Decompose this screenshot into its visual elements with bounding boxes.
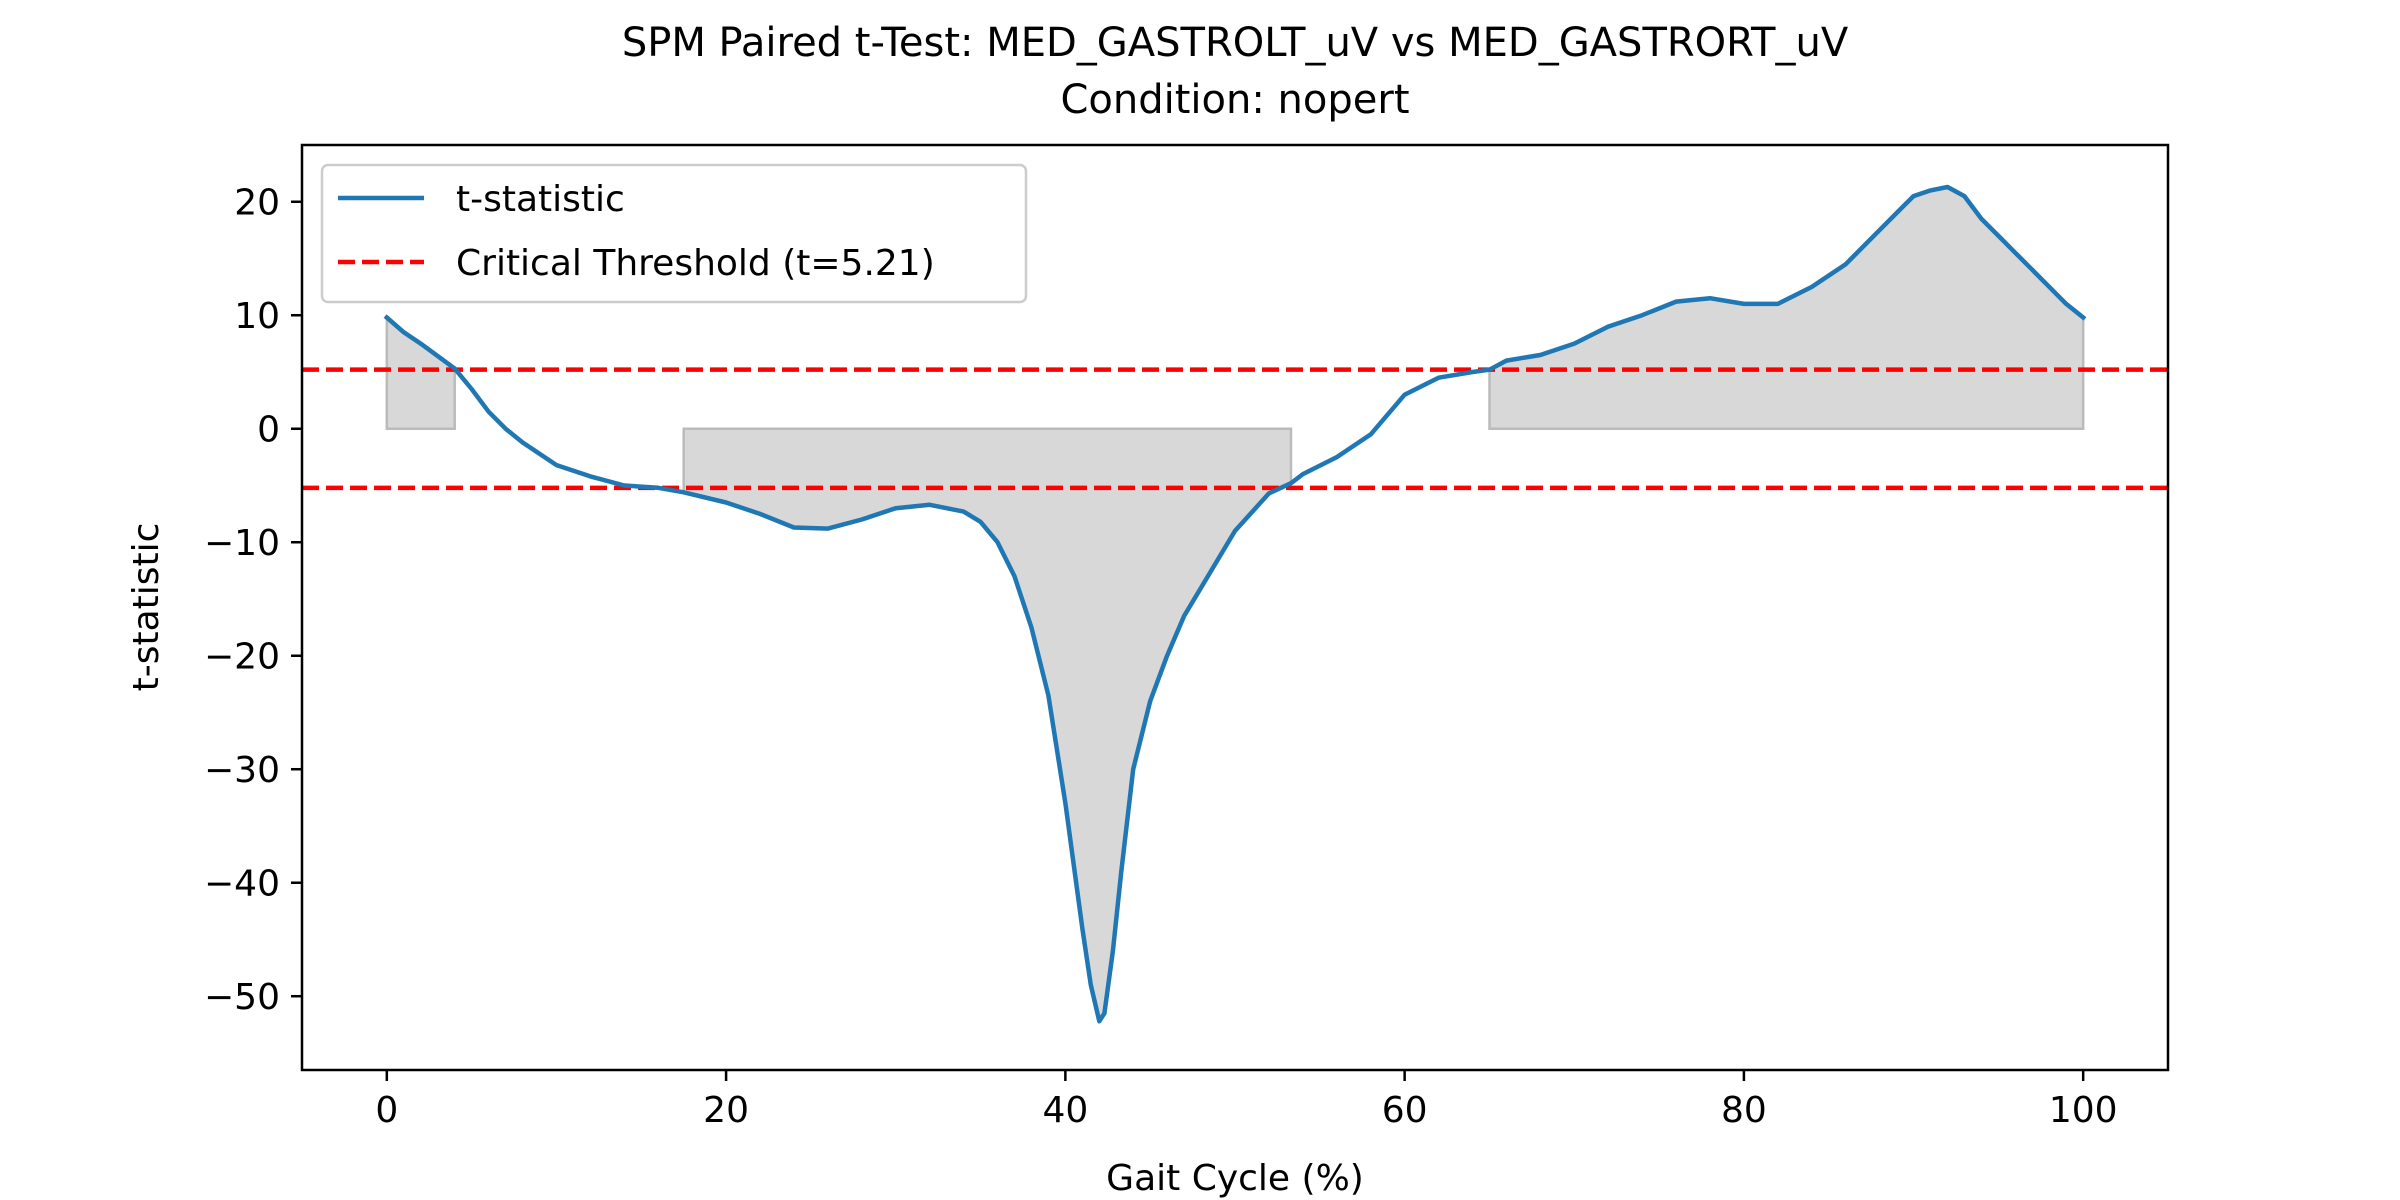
legend-label-threshold: Critical Threshold (t=5.21) bbox=[456, 243, 935, 284]
y-tick-label: −50 bbox=[204, 977, 280, 1018]
x-tick-label: 20 bbox=[703, 1090, 749, 1131]
y-axis-label: t-statistic bbox=[126, 523, 167, 692]
y-tick-label: −40 bbox=[204, 864, 280, 905]
plot-frame bbox=[300, 143, 2170, 1072]
chart-title: SPM Paired t-Test: MED_GASTROLT_uV vs ME… bbox=[622, 20, 1849, 66]
x-tick-label: 0 bbox=[375, 1090, 398, 1131]
x-tick-label: 80 bbox=[1721, 1090, 1767, 1131]
x-axis-label: Gait Cycle (%) bbox=[1106, 1158, 1364, 1199]
x-axis-ticks: 0 20 40 60 80 100 bbox=[375, 1070, 2118, 1131]
series-group bbox=[383, 184, 2087, 1024]
y-tick-label: 20 bbox=[234, 183, 280, 224]
shaded-region-3 bbox=[1488, 185, 2085, 430]
legend: t-statistic Critical Threshold (t=5.21) bbox=[320, 163, 1028, 304]
legend-label-t-statistic: t-statistic bbox=[456, 179, 625, 220]
y-tick-label: −30 bbox=[204, 750, 280, 791]
shaded-regions bbox=[385, 185, 2085, 1025]
y-tick-label: −20 bbox=[204, 637, 280, 678]
chart-subtitle: Condition: nopert bbox=[1060, 77, 1409, 123]
x-tick-label: 60 bbox=[1382, 1090, 1428, 1131]
t-statistic-line bbox=[383, 184, 2087, 1024]
y-axis-ticks: 20 10 0 −10 −20 −30 −40 −50 bbox=[204, 183, 302, 1018]
x-tick-label: 40 bbox=[1042, 1090, 1088, 1131]
shaded-region-1 bbox=[385, 314, 456, 430]
y-tick-label: 0 bbox=[257, 410, 280, 451]
x-tick-label: 100 bbox=[2049, 1090, 2118, 1131]
legend-box bbox=[320, 163, 1028, 304]
y-tick-label: −10 bbox=[204, 523, 280, 564]
y-tick-label: 10 bbox=[234, 296, 280, 337]
